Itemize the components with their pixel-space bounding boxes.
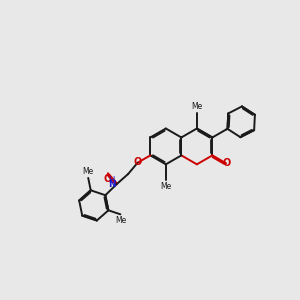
Text: O: O <box>133 158 141 167</box>
Text: N: N <box>108 180 115 189</box>
Text: O: O <box>104 174 112 184</box>
Text: Me: Me <box>82 167 94 176</box>
Text: Me: Me <box>160 182 172 191</box>
Text: Me: Me <box>191 102 202 111</box>
Text: Me: Me <box>115 216 126 225</box>
Text: O: O <box>222 158 230 168</box>
Text: H: H <box>108 176 115 185</box>
